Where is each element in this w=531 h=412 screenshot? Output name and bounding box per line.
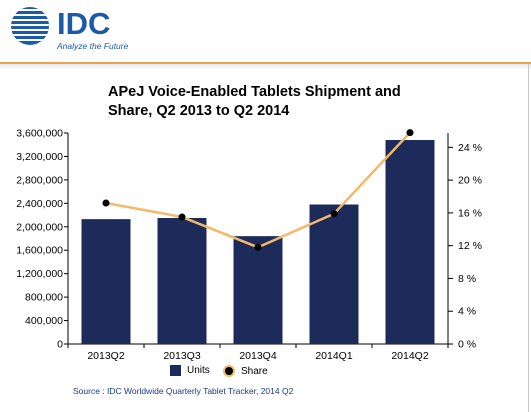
- legend-item-units: Units: [170, 365, 210, 376]
- idc-globe-logo-icon: [11, 7, 49, 45]
- y-right-tick-label: 12 %: [458, 240, 482, 252]
- point-share: [330, 210, 338, 218]
- legend-label-units: Units: [187, 365, 210, 376]
- x-tick-label: 2014Q2: [391, 350, 429, 362]
- y-left-tick-label: 0: [57, 339, 63, 351]
- y-right-tick-label: 24 %: [458, 142, 482, 154]
- bar-units: [309, 204, 359, 344]
- point-share: [254, 243, 262, 251]
- line-share: [105, 131, 411, 249]
- source-note: Source : IDC Worldwide Quarterly Tablet …: [73, 386, 294, 396]
- header-shadow: [0, 64, 531, 70]
- y-left-tick-label: 1,600,000: [16, 245, 63, 257]
- y-right-tick-label: 16 %: [458, 207, 482, 219]
- y-left-tick-label: 400,000: [25, 315, 63, 327]
- y-left-tick-label: 3,600,000: [16, 128, 63, 140]
- legend-item-share: Share: [223, 365, 268, 377]
- y-left-tick-label: 1,200,000: [16, 268, 63, 280]
- y-left-tick-label: 2,400,000: [16, 198, 63, 210]
- legend-swatch-units: [170, 365, 181, 376]
- point-share: [102, 199, 110, 207]
- x-tick-label: 2013Q3: [163, 350, 201, 362]
- x-tick-label: 2014Q1: [315, 350, 353, 362]
- point-share: [406, 129, 414, 137]
- chart-title: APeJ Voice-Enabled Tablets Shipment and …: [108, 84, 401, 119]
- header-accent-rule: [0, 62, 531, 64]
- y-right-tick-label: 4 %: [458, 306, 476, 318]
- y-left-tick-label: 2,000,000: [16, 221, 63, 233]
- bar-units: [233, 236, 283, 344]
- y-left-tick-label: 800,000: [25, 292, 63, 304]
- panel-border: [528, 64, 529, 412]
- y-left-tick-label: 3,200,000: [16, 151, 63, 163]
- x-tick-label: 2013Q2: [87, 350, 125, 362]
- x-tick-label: 2013Q4: [239, 350, 277, 362]
- legend-swatch-share: [223, 365, 235, 377]
- bar-units: [157, 217, 207, 344]
- logo-wordmark: IDC: [57, 6, 111, 41]
- y-right-tick-label: 8 %: [458, 273, 476, 285]
- logo-tagline: Analyze the Future: [57, 41, 129, 51]
- point-share: [178, 213, 186, 221]
- y-left-tick-label: 2,800,000: [16, 174, 63, 186]
- header: IDC Analyze the Future: [0, 0, 531, 60]
- legend-label-share: Share: [241, 365, 268, 377]
- y-right-tick-label: 0 %: [458, 339, 476, 351]
- bar-units: [385, 140, 435, 344]
- bar-units: [81, 219, 131, 344]
- y-right-tick-label: 20 %: [458, 175, 482, 187]
